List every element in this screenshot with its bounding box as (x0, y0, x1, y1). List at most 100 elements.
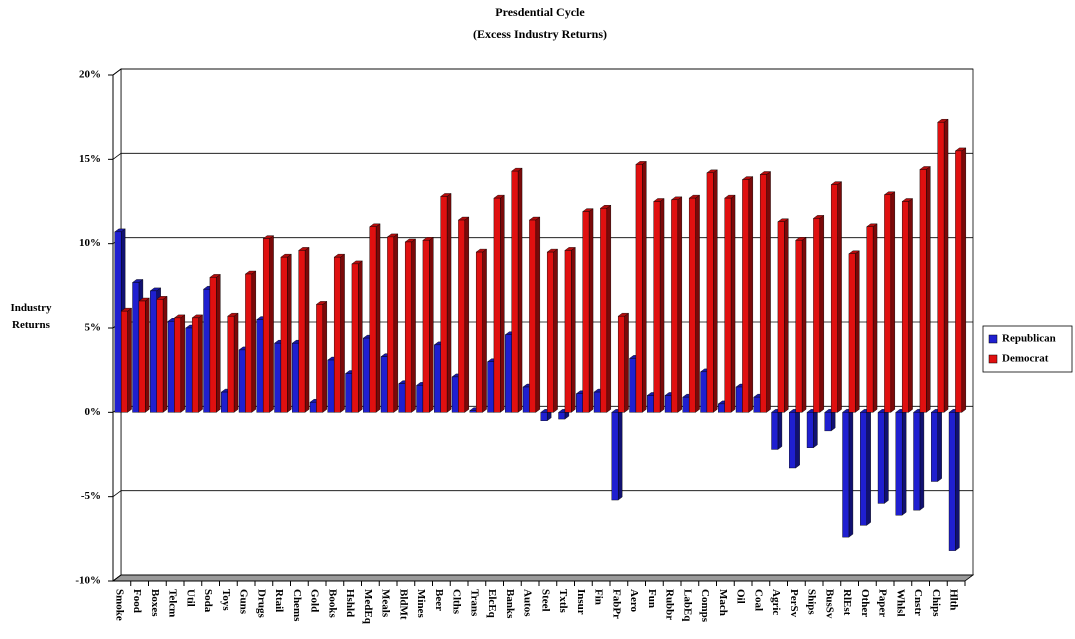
y-tick-label: 15% (79, 153, 101, 165)
bar (806, 412, 814, 448)
bar-side (937, 408, 942, 482)
bar (593, 391, 601, 413)
bar-side (819, 214, 825, 413)
bar-side (482, 248, 487, 413)
x-tick-label: Clths (451, 589, 463, 615)
bar (422, 240, 430, 413)
bar (221, 391, 228, 413)
bar (280, 256, 288, 413)
bar-side (813, 408, 818, 449)
bar (777, 221, 785, 413)
bar (309, 402, 317, 413)
x-tick-label: Banks (504, 589, 516, 619)
bar-side (830, 408, 836, 432)
bar (688, 197, 696, 413)
bar-side (659, 198, 665, 413)
bar-side (517, 167, 523, 413)
bar (416, 385, 424, 413)
x-tick-label: Mines (415, 589, 427, 618)
bar-side (287, 253, 292, 413)
bar-side (464, 216, 470, 413)
bar (380, 356, 388, 413)
bar (706, 172, 714, 413)
bar-side (642, 160, 647, 413)
bar (664, 395, 672, 413)
x-tick-label: Smoke (113, 589, 125, 621)
bar (860, 412, 867, 526)
bar-side (784, 218, 789, 413)
bar-side (127, 307, 132, 413)
bar-side (162, 295, 168, 413)
bar-side (251, 270, 257, 413)
bar (327, 359, 335, 413)
bar (404, 241, 412, 413)
bar (937, 122, 945, 413)
bar (156, 299, 164, 413)
bar-side (926, 166, 931, 413)
bar (718, 403, 725, 413)
y-tick-label: 5% (85, 322, 102, 334)
x-tick-label: Mach (717, 589, 729, 616)
x-tick-label: BusSv (823, 589, 835, 619)
x-tick-label: FabPr (610, 589, 622, 619)
x-tick-label: Comps (699, 589, 711, 623)
bar-side (233, 312, 239, 413)
bar (262, 238, 270, 413)
x-tick-label: Steel (539, 589, 551, 612)
x-tick-label: Hshld (344, 589, 356, 617)
bar (771, 412, 779, 450)
bar (451, 376, 459, 413)
bar (913, 412, 921, 511)
bar-side (890, 191, 896, 413)
bar (363, 337, 370, 413)
bar (813, 218, 821, 413)
bar (724, 197, 732, 413)
x-tick-label: Soda (202, 589, 214, 613)
bar-side (730, 194, 736, 413)
x-tick-label: Toys (220, 589, 232, 611)
bar-side (358, 260, 363, 413)
bar (955, 150, 963, 413)
x-tick-label: RlEst (841, 589, 853, 616)
bar-side (855, 250, 860, 413)
bar-side (677, 196, 683, 413)
x-tick-label: Fun (646, 589, 658, 608)
bar (203, 289, 211, 413)
bar (387, 236, 395, 413)
bar (292, 342, 299, 413)
bar-side (777, 408, 783, 450)
x-tick-label: Telcm (167, 589, 179, 617)
x-tick-label: Oil (735, 589, 747, 604)
bar-side (748, 176, 754, 413)
bar-side (919, 408, 925, 511)
grid-line-side (112, 153, 122, 160)
legend-label: Republican (1002, 333, 1056, 345)
bar (682, 396, 690, 413)
bar-side (837, 181, 842, 413)
legend-box (982, 325, 1073, 373)
bar (848, 253, 856, 413)
bar (150, 290, 157, 413)
x-tick-label: Drugs (255, 589, 267, 618)
bar (398, 383, 406, 413)
x-tick-label: Aero (628, 589, 640, 613)
bar (316, 304, 324, 413)
bar (487, 361, 495, 413)
bar (824, 412, 832, 432)
bar (576, 393, 583, 413)
bar (795, 240, 803, 413)
bar (167, 321, 175, 413)
bar (759, 174, 767, 413)
bar-side (884, 408, 889, 504)
x-tick-label: Whlsl (894, 589, 906, 617)
bar-side (198, 314, 203, 413)
x-tick-label: Chems (291, 589, 303, 622)
x-tick-label: Gold (309, 589, 321, 612)
chart-subtitle: (Excess Industry Returns) (473, 27, 607, 41)
x-tick-label: Txtls (557, 589, 569, 614)
floor (111, 574, 975, 582)
bar (546, 251, 554, 413)
bar-side (588, 208, 594, 413)
bar-side (848, 408, 854, 538)
